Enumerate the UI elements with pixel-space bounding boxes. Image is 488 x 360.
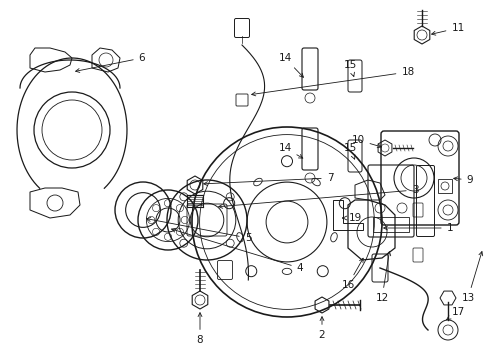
Text: 17: 17 [446,307,464,320]
Text: 14: 14 [278,53,303,77]
Text: 15: 15 [343,60,356,76]
Text: 15: 15 [343,143,356,159]
Text: 6: 6 [76,53,145,72]
Text: 10: 10 [351,135,381,148]
Text: 7: 7 [203,173,333,186]
Text: 14: 14 [278,143,302,158]
Text: 3: 3 [218,185,417,208]
Text: 12: 12 [375,252,390,303]
Text: 8: 8 [196,313,203,345]
Text: 2: 2 [318,317,325,340]
Text: 13: 13 [461,252,482,303]
Text: 1: 1 [383,223,452,233]
Text: 16: 16 [341,258,363,290]
Text: 5: 5 [146,217,251,243]
Text: 19: 19 [342,213,361,223]
Text: 18: 18 [251,67,414,96]
Text: 11: 11 [431,23,464,35]
Text: 9: 9 [453,175,472,185]
Bar [437,179,451,193]
Bar [372,217,408,232]
Text: 4: 4 [171,228,303,273]
